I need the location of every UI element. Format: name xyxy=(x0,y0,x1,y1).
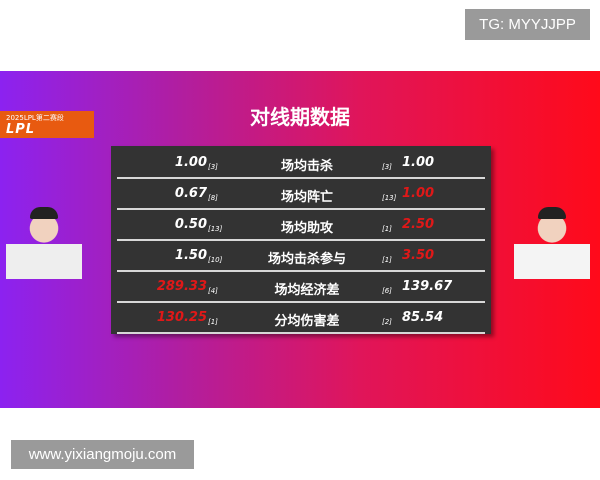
right-rank: [1] xyxy=(382,225,392,233)
stats-table: 1.00 [3] 场均击杀 [3] 1.00 0.67 [8] 场均阵亡 [13] 1.00 0.5… xyxy=(111,146,491,334)
stat-label: 场均击杀 xyxy=(280,159,333,174)
left-rank: [3] xyxy=(208,163,218,171)
right-value: 85.54 xyxy=(402,310,444,325)
left-player-photo xyxy=(6,201,82,279)
left-rank: [8] xyxy=(208,194,218,202)
right-rank: [13] xyxy=(382,194,397,202)
stat-row: 0.67 [8] 场均阵亡 [13] 1.00 xyxy=(117,179,485,210)
left-value: 1.00 xyxy=(174,155,207,170)
left-value: 0.67 xyxy=(174,186,207,201)
left-value: 0.50 xyxy=(174,217,207,232)
left-value: 130.25 xyxy=(156,310,207,325)
right-value: 1.00 xyxy=(402,155,435,170)
stat-label: 场均击杀参与 xyxy=(267,252,346,267)
left-rank: [4] xyxy=(208,287,218,295)
right-value: 3.50 xyxy=(402,248,435,263)
right-value: 2.50 xyxy=(402,217,435,232)
left-value: 289.33 xyxy=(156,279,207,294)
stat-label: 场均经济差 xyxy=(274,283,340,298)
stats-banner: 2025LPL第二赛段 LPL 对线期数据 1.00 [3] 场均击杀 [3] 1.00… xyxy=(0,71,600,408)
left-rank: [13] xyxy=(208,225,223,233)
right-rank: [6] xyxy=(382,287,392,295)
logo-text: LPL xyxy=(6,122,36,137)
right-rank: [3] xyxy=(382,163,392,171)
stat-label: 场均助攻 xyxy=(280,221,333,236)
logo-subtitle: 2025LPL第二赛段 xyxy=(6,114,64,122)
stat-label: 分均伤害差 xyxy=(274,314,340,329)
right-rank: [1] xyxy=(382,256,392,264)
stat-row: 1.00 [3] 场均击杀 [3] 1.00 xyxy=(117,148,485,179)
lpl-logo: 2025LPL第二赛段 LPL xyxy=(0,111,94,138)
stat-row: 130.25 [1] 分均伤害差 [2] 85.54 xyxy=(117,303,485,334)
left-rank: [10] xyxy=(208,256,223,264)
stat-label: 场均阵亡 xyxy=(280,190,333,205)
stat-row: 0.50 [13] 场均助攻 [1] 2.50 xyxy=(117,210,485,241)
left-value: 1.50 xyxy=(174,248,207,263)
page-title: 对线期数据 xyxy=(250,105,350,129)
right-player-photo xyxy=(514,201,590,279)
watermark-bottom: www.yixiangmoju.com xyxy=(11,440,194,469)
left-rank: [1] xyxy=(208,318,218,326)
stat-row: 289.33 [4] 场均经济差 [6] 139.67 xyxy=(117,272,485,303)
stat-row: 1.50 [10] 场均击杀参与 [1] 3.50 xyxy=(117,241,485,272)
right-value: 1.00 xyxy=(402,186,435,201)
watermark-top: TG: MYYJJPP xyxy=(465,9,590,40)
right-rank: [2] xyxy=(382,318,392,326)
right-value: 139.67 xyxy=(402,279,453,294)
